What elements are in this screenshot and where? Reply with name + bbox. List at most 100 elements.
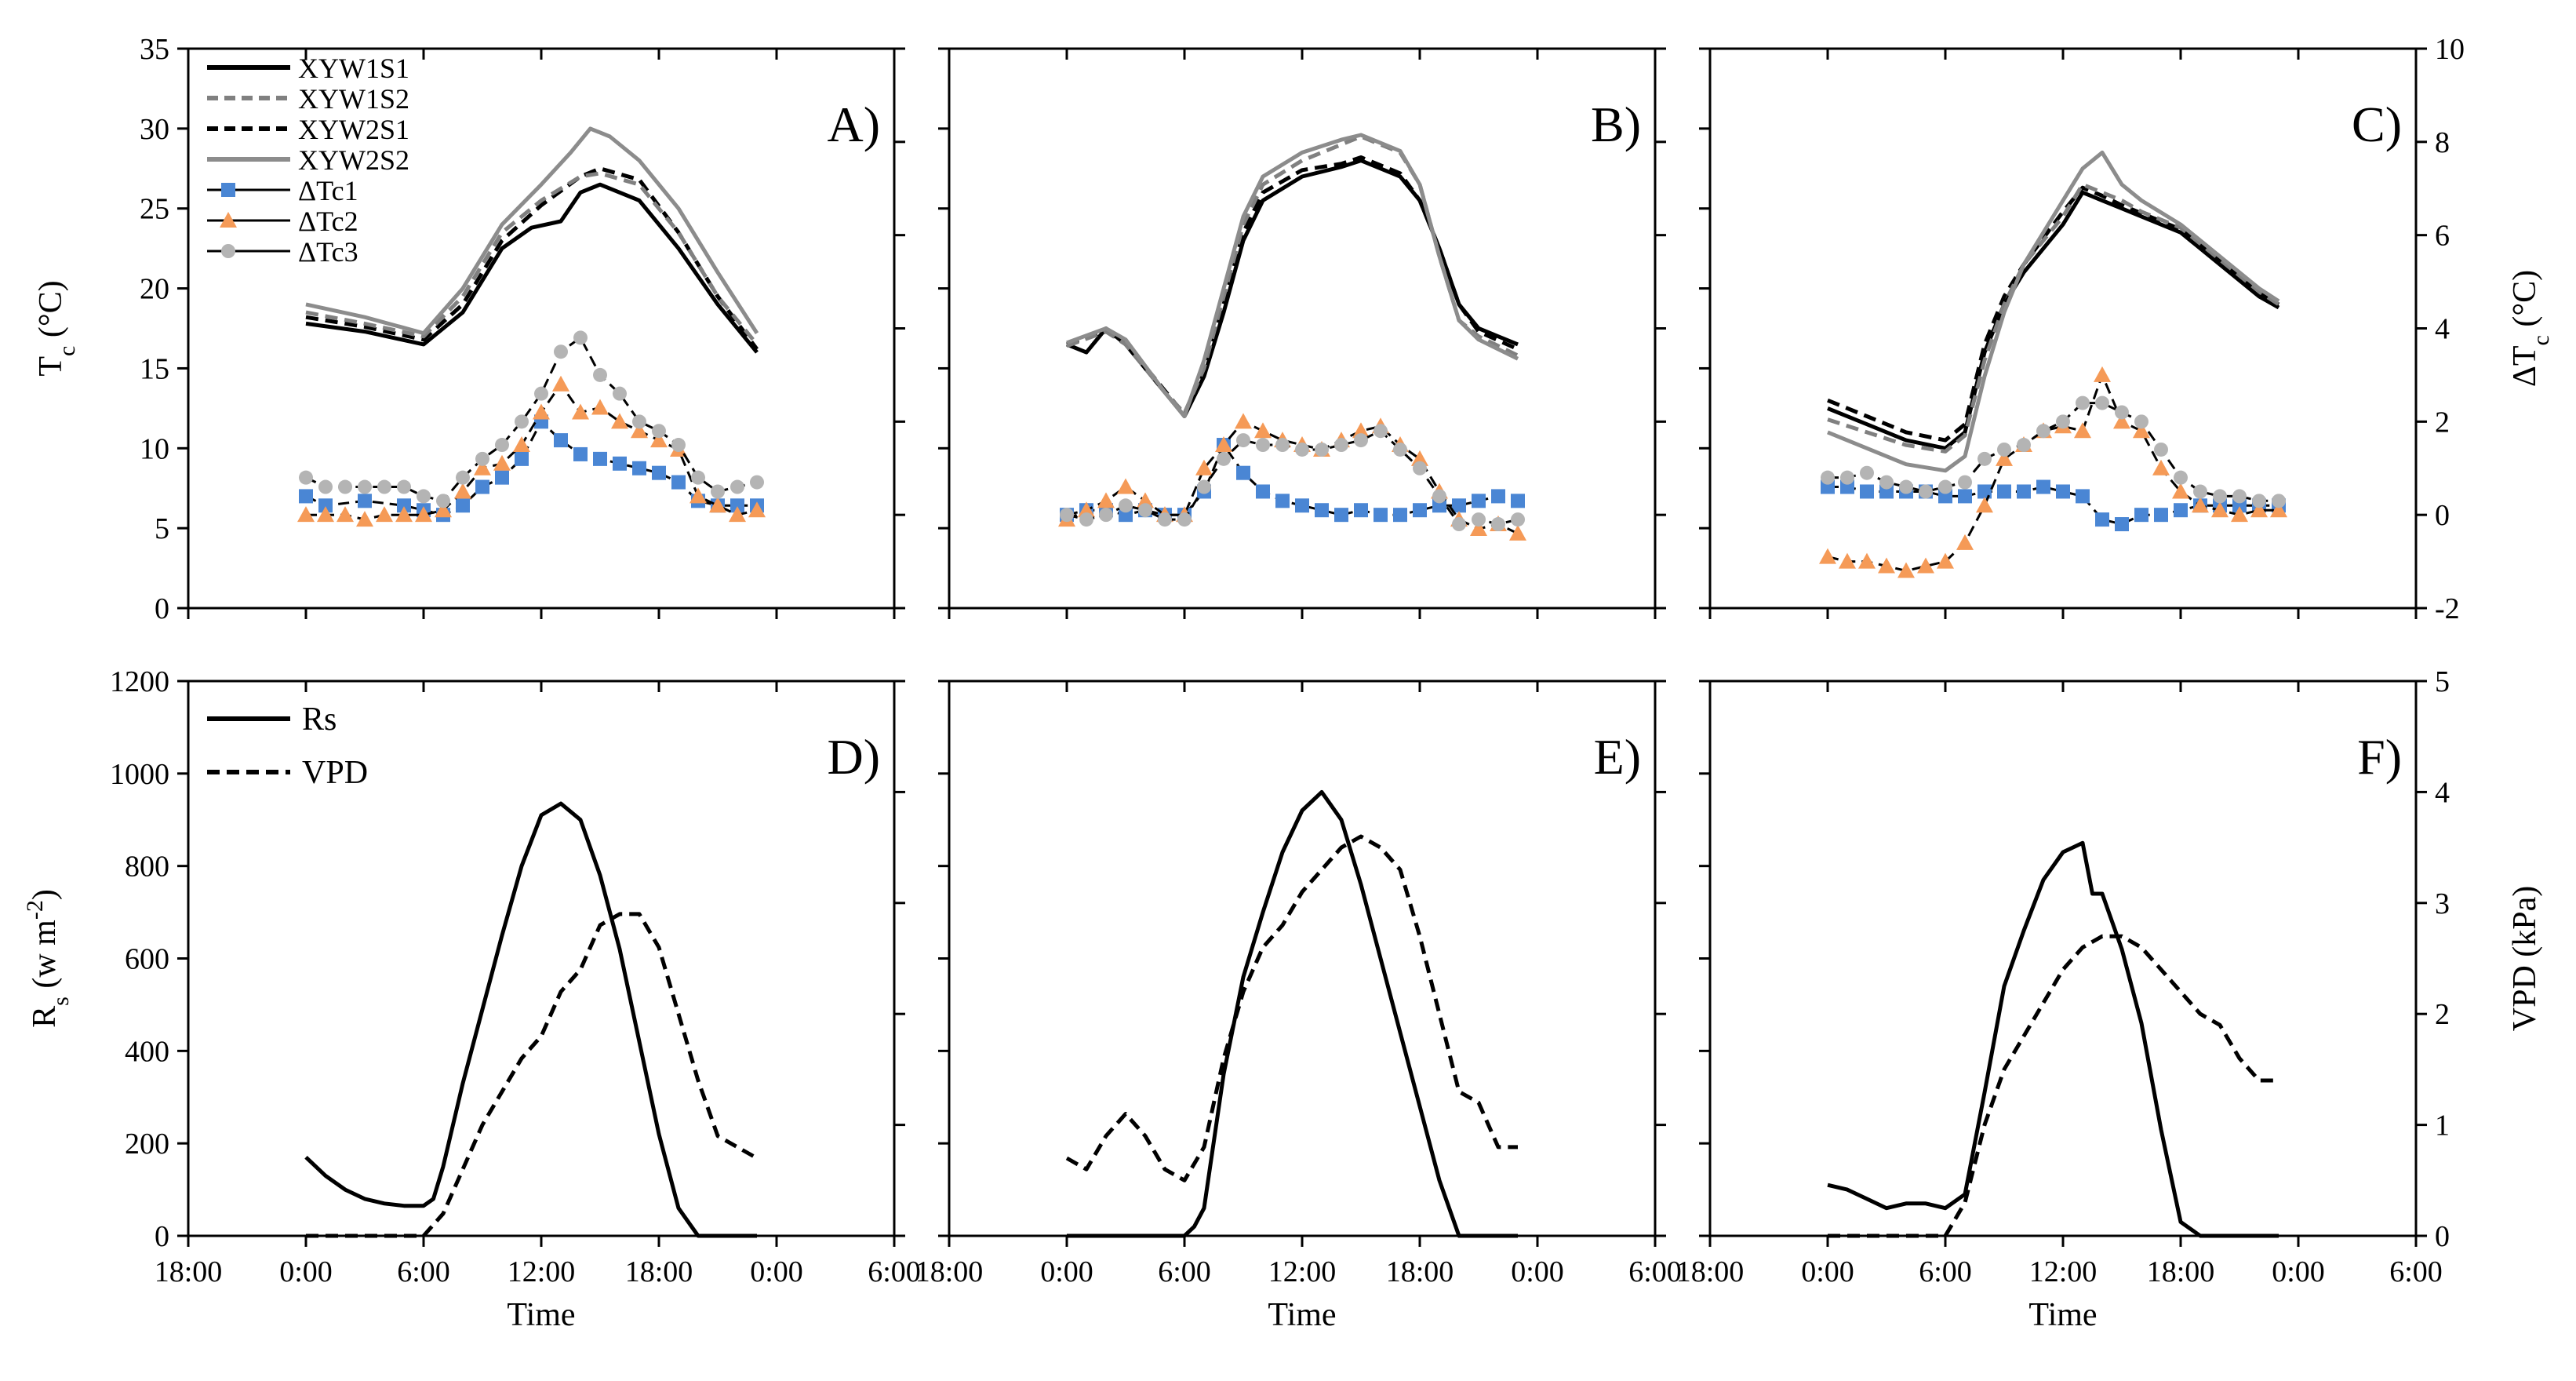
data-point [2231, 506, 2248, 523]
y-tick-label: 1000 [110, 758, 169, 791]
data-point [417, 489, 431, 504]
y2-tick-label: 3 [2435, 887, 2450, 920]
data-point [377, 479, 391, 494]
data-point [1509, 524, 1526, 541]
legend-label: ΔTc1 [298, 175, 358, 206]
panel-b: B) [938, 47, 1666, 619]
data-point [611, 413, 628, 429]
legend-label: XYW1S1 [298, 53, 409, 84]
y-tick-label: 25 [140, 193, 169, 226]
data-point [730, 498, 744, 513]
x-axis-label: Time [1268, 1297, 1336, 1333]
data-point [554, 344, 568, 359]
data-point [652, 424, 666, 439]
y2-tick-label: -2 [2435, 592, 2460, 625]
data-point [221, 183, 235, 197]
y2-tick-label: 4 [2435, 776, 2450, 809]
data-point [1411, 450, 1428, 466]
series-dtc3 [299, 330, 764, 508]
data-point [2113, 413, 2130, 429]
data-point [2270, 501, 2287, 518]
series-dtc2 [297, 375, 766, 527]
series-line [306, 382, 758, 521]
series-dtc3 [1821, 395, 2286, 508]
x-tick-label: 0:00 [2272, 1255, 2325, 1288]
series-line-xyw2s2 [1066, 133, 1519, 418]
data-point [2074, 422, 2091, 439]
series-line-rs [1067, 789, 1518, 1238]
x-tick-label: 18:00 [2147, 1255, 2215, 1288]
data-point [297, 506, 315, 523]
data-point [1472, 494, 1486, 508]
data-point [2174, 470, 2188, 485]
data-point [2036, 479, 2050, 494]
series-line-xyw1s2 [305, 171, 759, 346]
series-line-vpd [1065, 834, 1518, 1182]
data-point [2076, 395, 2090, 410]
data-point [1997, 442, 2011, 457]
data-point [1236, 433, 1250, 448]
x-tick-label: 6:00 [868, 1255, 921, 1288]
data-point [1919, 484, 1933, 499]
data-point [1295, 498, 1309, 513]
data-point [356, 511, 373, 527]
data-point [2056, 414, 2070, 429]
x-tick-label: 12:00 [508, 1255, 576, 1288]
y2-tick-label: 1 [2435, 1110, 2450, 1142]
data-point [1236, 465, 1250, 480]
data-point [1354, 503, 1368, 518]
y-axis-label: Rs (w m-2) [22, 889, 74, 1028]
y-tick-label: 400 [125, 1035, 169, 1068]
x-tick-label: 0:00 [1511, 1255, 1564, 1288]
data-point [475, 479, 489, 494]
data-point [1413, 503, 1427, 518]
data-point [2172, 483, 2189, 499]
series-line-xyw1s1 [1827, 190, 2280, 450]
data-point [1334, 508, 1348, 523]
data-point [1315, 503, 1329, 518]
data-point [1158, 512, 1172, 527]
data-point [2056, 484, 2070, 499]
data-point [1275, 494, 1290, 508]
x-tick-label: 12:00 [1268, 1255, 1337, 1288]
data-point [1334, 438, 1348, 453]
y2-axis-label: ΔTc (°C) [2507, 270, 2554, 387]
data-point [730, 479, 744, 494]
plot-frame [1708, 680, 2418, 1237]
panel-label: B) [1591, 97, 1641, 152]
data-point [1937, 552, 1954, 569]
data-point [1897, 562, 1915, 578]
data-point [671, 438, 686, 453]
data-point [493, 454, 511, 471]
data-point [456, 498, 470, 513]
data-point [1452, 498, 1466, 513]
y2-tick-label: 6 [2435, 220, 2450, 253]
y-tick-label: 1200 [110, 665, 169, 698]
x-tick-label: 6:00 [1158, 1255, 1211, 1288]
data-point [1470, 519, 1487, 536]
x-tick-label: 18:00 [915, 1255, 984, 1288]
y-tick-label: 35 [140, 33, 169, 66]
data-point [395, 506, 413, 523]
data-point [1958, 475, 1972, 490]
data-point [1254, 422, 1272, 439]
data-point [1958, 489, 1972, 504]
data-point [671, 475, 686, 490]
x-axis-label: Time [2028, 1297, 2097, 1333]
data-point [1976, 497, 1993, 513]
data-point [652, 465, 666, 480]
data-point [1511, 494, 1525, 508]
data-point [554, 433, 568, 448]
series-line [305, 419, 757, 516]
data-point [1374, 424, 1388, 439]
series-line-rs [304, 801, 757, 1238]
data-point [358, 479, 372, 494]
data-point [1819, 548, 1836, 564]
x-tick-label: 6:00 [2389, 1255, 2443, 1288]
data-point [534, 386, 548, 401]
y-tick-label: 10 [140, 432, 169, 465]
data-point [1215, 436, 1232, 453]
data-point [1097, 492, 1115, 508]
legend-label: VPD [302, 755, 368, 791]
